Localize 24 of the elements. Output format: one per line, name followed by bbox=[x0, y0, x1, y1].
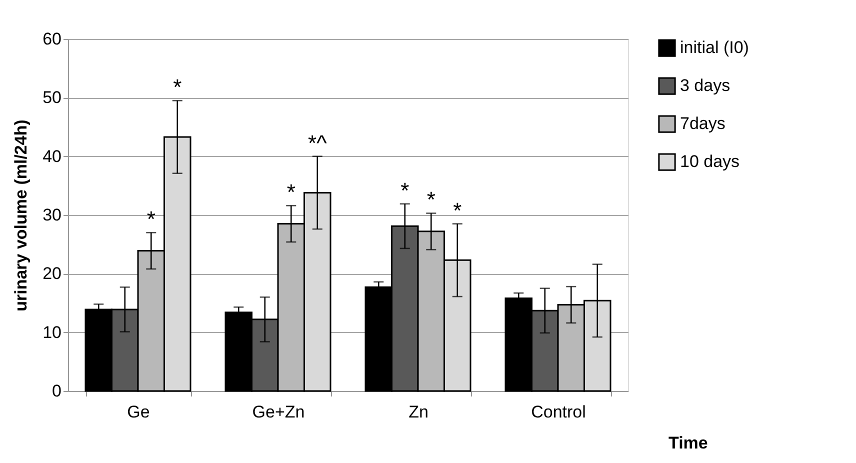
data-label: * bbox=[286, 180, 296, 205]
x-tick-label: Zn bbox=[408, 402, 428, 422]
legend-label: 7days bbox=[680, 114, 726, 133]
x-tick-label: Ge bbox=[127, 402, 150, 422]
y-tick-label: 10 bbox=[42, 322, 62, 342]
y-tick-label: 0 bbox=[52, 382, 62, 400]
data-label: * bbox=[453, 198, 462, 223]
data-label: * bbox=[400, 178, 410, 203]
y-tick-label: 40 bbox=[42, 146, 62, 166]
y-tick-label: 60 bbox=[42, 30, 62, 48]
y-tick-label: 30 bbox=[42, 206, 62, 224]
data-label: *^ bbox=[308, 130, 328, 156]
legend-label: 10 days bbox=[680, 152, 740, 171]
y-axis-title: urinary volume (ml/24h) bbox=[12, 120, 31, 312]
x-tick-label: Control bbox=[531, 402, 586, 422]
y-tick-label: 50 bbox=[42, 88, 62, 108]
y-tick-label: 20 bbox=[42, 264, 62, 284]
data-label: * bbox=[173, 74, 182, 100]
data-label: * bbox=[426, 187, 436, 212]
legend-label: initial (I0) bbox=[680, 38, 749, 57]
data-label: * bbox=[146, 206, 156, 232]
x-tick-label: Ge+Zn bbox=[252, 402, 305, 422]
legend-label: 3 days bbox=[680, 76, 730, 95]
x-axis-title: Time bbox=[668, 434, 708, 452]
